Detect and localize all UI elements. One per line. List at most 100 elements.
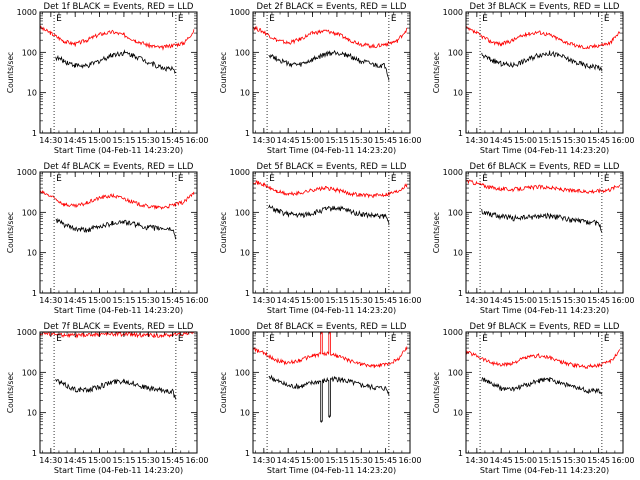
marker-label: E xyxy=(391,174,397,184)
x-tick-label: 15:30 xyxy=(563,296,586,305)
y-tick-label: 10 xyxy=(27,249,37,258)
marker-label: E xyxy=(391,334,397,344)
x-tick-label: 15:00 xyxy=(301,296,324,305)
x-tick-label: 15:45 xyxy=(587,136,610,145)
x-tick-label: 14:45 xyxy=(277,136,300,145)
plot-frame xyxy=(252,331,411,454)
chart-panel-8: Det 8f BLACK = Events, RED = LLD E E 1 10 100… xyxy=(219,322,422,475)
chart-title: Det 7f BLACK = Events, RED = LLD xyxy=(44,322,194,332)
series-line-events xyxy=(481,50,603,72)
series-line-events xyxy=(55,49,177,74)
y-tick-label: 10 xyxy=(453,249,463,258)
x-axis-label: Start Time (04-Feb-11 14:23:20) xyxy=(267,306,396,315)
marker-label: E xyxy=(604,334,610,344)
x-tick-label: 15:15 xyxy=(538,136,561,145)
x-tick-label: 15:45 xyxy=(161,296,184,305)
marker-label: E xyxy=(178,334,184,344)
y-tick-label: 10 xyxy=(27,89,37,98)
chart-panel-9: Det 9f BLACK = Events, RED = LLD E E 1 10 100… xyxy=(432,322,635,475)
chart-title: Det 2f BLACK = Events, RED = LLD xyxy=(257,2,407,12)
x-tick-label: 14:45 xyxy=(64,296,87,305)
series-line-events xyxy=(268,204,390,226)
y-axis-label: Counts/sec xyxy=(6,212,15,253)
series-line-lld xyxy=(466,179,621,194)
x-axis-label: Start Time (04-Feb-11 14:23:20) xyxy=(54,146,183,155)
y-axis-label: Counts/sec xyxy=(219,52,228,93)
y-tick-label: 1000 xyxy=(230,328,250,337)
plot-frame xyxy=(465,171,624,294)
chart-title: Det 1f BLACK = Events, RED = LLD xyxy=(44,2,194,12)
marker-label: E xyxy=(56,14,62,24)
x-tick-label: 15:15 xyxy=(325,456,348,465)
plot-frame xyxy=(465,331,624,454)
x-tick-label: 14:30 xyxy=(39,456,62,465)
x-axis-label: Start Time (04-Feb-11 14:23:20) xyxy=(54,466,183,475)
x-tick-label: 15:30 xyxy=(137,296,160,305)
y-tick-label: 1 xyxy=(32,289,37,298)
x-tick-label: 14:30 xyxy=(252,296,275,305)
chart-title: Det 9f BLACK = Events, RED = LLD xyxy=(470,322,620,332)
series-line-lld xyxy=(40,332,195,339)
y-tick-label: 1000 xyxy=(443,328,463,337)
x-tick-label: 14:45 xyxy=(490,456,513,465)
x-tick-label: 14:30 xyxy=(465,136,488,145)
x-tick-label: 15:00 xyxy=(514,136,537,145)
x-tick-label: 15:30 xyxy=(350,296,373,305)
marker-label: E xyxy=(482,334,488,344)
series-line-lld xyxy=(253,332,408,369)
y-tick-label: 1000 xyxy=(443,168,463,177)
plot-frame xyxy=(252,11,411,134)
x-tick-label: 15:00 xyxy=(514,456,537,465)
y-tick-label: 1000 xyxy=(230,168,250,177)
x-tick-label: 15:45 xyxy=(374,456,397,465)
marker-label: E xyxy=(178,14,184,24)
x-tick-label: 15:30 xyxy=(137,136,160,145)
x-tick-label: 15:15 xyxy=(112,296,135,305)
x-tick-label: 15:45 xyxy=(587,456,610,465)
marker-label: E xyxy=(482,14,488,24)
y-tick-label: 1000 xyxy=(17,168,37,177)
y-tick-label: 1 xyxy=(32,129,37,138)
x-tick-label: 16:00 xyxy=(398,296,421,305)
y-tick-label: 100 xyxy=(448,368,463,377)
y-axis-label: Counts/sec xyxy=(6,372,15,413)
series-line-lld xyxy=(466,349,621,369)
y-tick-label: 1 xyxy=(245,129,250,138)
chart-panel-1: Det 1f BLACK = Events, RED = LLD E E 1 10 100… xyxy=(6,2,209,155)
series-line-events xyxy=(55,378,177,400)
series-line-events xyxy=(268,374,390,423)
x-tick-label: 15:30 xyxy=(137,456,160,465)
y-tick-label: 10 xyxy=(453,409,463,418)
chart-panel-7: Det 7f BLACK = Events, RED = LLD E E 1 10 100… xyxy=(6,322,209,475)
y-axis-label: Counts/sec xyxy=(219,372,228,413)
x-tick-label: 16:00 xyxy=(398,136,421,145)
marker-label: E xyxy=(178,174,184,184)
marker-label: E xyxy=(269,334,275,344)
x-tick-label: 15:30 xyxy=(563,456,586,465)
x-tick-label: 14:30 xyxy=(465,296,488,305)
x-tick-label: 15:45 xyxy=(374,296,397,305)
series-line-events xyxy=(55,217,177,240)
y-tick-label: 10 xyxy=(27,409,37,418)
chart-panel-3: Det 3f BLACK = Events, RED = LLD E E 1 10 100… xyxy=(432,2,635,155)
chart-title: Det 6f BLACK = Events, RED = LLD xyxy=(470,162,620,172)
y-tick-label: 1000 xyxy=(17,328,37,337)
x-tick-label: 15:45 xyxy=(161,136,184,145)
marker-label: E xyxy=(56,174,62,184)
y-tick-label: 1 xyxy=(458,449,463,458)
chart-panel-5: Det 5f BLACK = Events, RED = LLD E E 1 10 100… xyxy=(219,162,422,315)
x-tick-label: 16:00 xyxy=(611,456,634,465)
series-line-lld xyxy=(40,25,195,51)
y-tick-label: 100 xyxy=(235,208,250,217)
x-tick-label: 14:45 xyxy=(64,456,87,465)
y-tick-label: 1 xyxy=(245,289,250,298)
y-tick-label: 100 xyxy=(448,208,463,217)
x-tick-label: 16:00 xyxy=(611,296,634,305)
y-tick-label: 1000 xyxy=(443,8,463,17)
chart-panel-4: Det 4f BLACK = Events, RED = LLD E E 1 10 100… xyxy=(6,162,209,315)
y-tick-label: 100 xyxy=(235,368,250,377)
marker-label: E xyxy=(269,14,275,24)
marker-label: E xyxy=(56,334,62,344)
y-tick-label: 100 xyxy=(235,48,250,57)
x-tick-label: 15:00 xyxy=(88,456,111,465)
